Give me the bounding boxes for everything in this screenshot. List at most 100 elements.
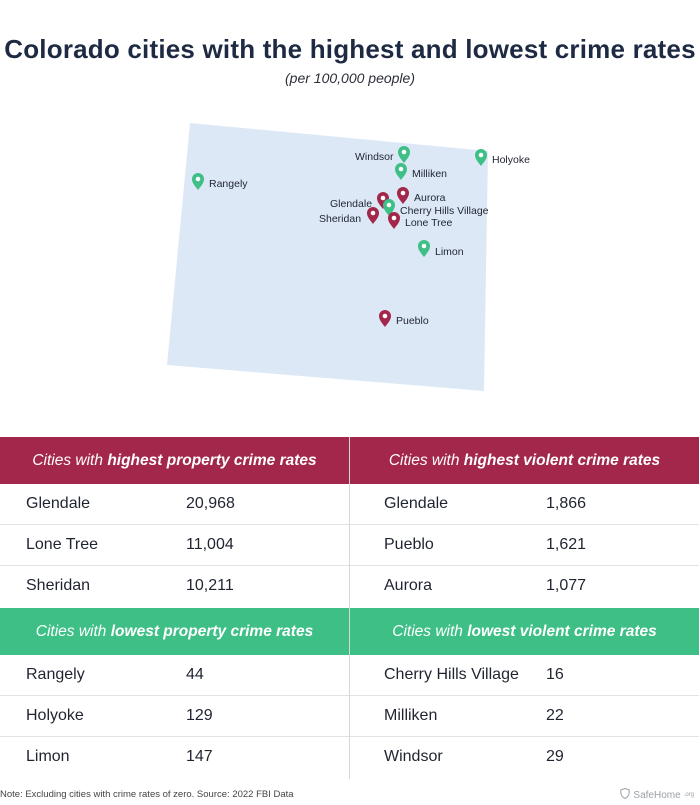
map-city-label: Holyoke xyxy=(492,154,530,166)
map-pin-dot xyxy=(391,215,397,221)
crime-rate: 20,968 xyxy=(186,495,235,512)
table-row: Glendale 1,866 xyxy=(350,484,699,525)
city-name: Sheridan xyxy=(26,577,91,594)
city-name: Glendale xyxy=(26,495,91,512)
map-pin-dot xyxy=(386,202,392,208)
city-name: Cherry Hills Village xyxy=(384,666,519,683)
brand-suffix: .org xyxy=(683,792,694,798)
city-name: Lone Tree xyxy=(26,536,99,553)
map-pin: Aurora xyxy=(397,187,446,204)
crime-rate: 22 xyxy=(546,707,564,724)
map-city-label: Milliken xyxy=(412,168,447,180)
map-pin-dot xyxy=(370,210,376,216)
table-row: Windsor 29 xyxy=(350,737,699,777)
table-row: Rangely 44 xyxy=(0,655,349,696)
map-pin-dot xyxy=(400,190,406,196)
panel-header-lowest-property: Cities with lowest property crime rates xyxy=(0,608,349,655)
brand-name: SafeHome xyxy=(633,789,681,801)
panel-header-bold: lowest violent crime rates xyxy=(467,622,657,640)
map-pin-icon xyxy=(398,146,410,163)
map-city-label: Pueblo xyxy=(396,315,429,327)
map-pin-icon xyxy=(395,163,407,180)
page-title: Colorado cities with the highest and low… xyxy=(4,34,696,64)
map-city-label: Sheridan xyxy=(319,213,361,225)
crime-rate: 29 xyxy=(546,748,564,765)
map-pin: Sheridan xyxy=(319,207,379,225)
map-city-label: Lone Tree xyxy=(405,217,452,229)
table-row: Lone Tree 11,004 xyxy=(0,525,349,566)
panel-highest-property: Cities with highest property crime rates… xyxy=(0,437,349,606)
map-pin-icon xyxy=(397,187,409,204)
panel-header-highest-property: Cities with highest property crime rates xyxy=(0,437,349,484)
map-pins: Windsor Holyoke Milliken Rangely Glendale Aur… xyxy=(192,146,530,327)
map-pin-icon xyxy=(192,173,204,190)
city-name: Windsor xyxy=(384,748,443,765)
panel-header-prefix: Cities with xyxy=(392,622,463,640)
colorado-map: Windsor Holyoke Milliken Rangely Glendale Aur… xyxy=(167,123,530,391)
crime-rate: 1,621 xyxy=(546,536,587,553)
table-row: Limon 147 xyxy=(0,737,349,777)
map-city-label: Rangely xyxy=(209,178,248,190)
map-pin: Cherry Hills Village xyxy=(383,199,489,217)
map-city-label: Limon xyxy=(435,246,464,258)
panel-header-bold: lowest property crime rates xyxy=(110,622,314,640)
map-pin-icon xyxy=(383,199,395,216)
panel-header-bold: highest property crime rates xyxy=(107,451,317,469)
brand-logo: SafeHome .org xyxy=(620,787,694,802)
map-pin: Rangely xyxy=(192,173,248,190)
panel-header-prefix: Cities with xyxy=(32,451,103,469)
crime-rate: 147 xyxy=(186,748,213,765)
table-row: Aurora 1,077 xyxy=(350,566,699,606)
map-pin-dot xyxy=(380,195,386,201)
city-name: Limon xyxy=(26,748,70,765)
map-pin: Pueblo xyxy=(379,310,429,327)
table-row: Cherry Hills Village 16 xyxy=(350,655,699,696)
map-pin-dot xyxy=(195,176,201,182)
map-pin: Holyoke xyxy=(475,149,530,166)
panel-highest-violent: Cities with highest violent crime rates … xyxy=(350,437,699,606)
crime-rate: 16 xyxy=(546,666,564,683)
map-pin-icon xyxy=(379,310,391,327)
table-row: Glendale 20,968 xyxy=(0,484,349,525)
shield-icon xyxy=(620,787,631,802)
panel-header-lowest-violent: Cities with lowest violent crime rates xyxy=(350,608,699,655)
map-pin-dot xyxy=(401,149,407,155)
map-city-label: Windsor xyxy=(355,151,394,163)
crime-rate: 44 xyxy=(186,666,204,683)
crime-rate: 11,004 xyxy=(186,536,234,553)
page-subtitle: (per 100,000 people) xyxy=(285,70,415,86)
city-name: Aurora xyxy=(384,577,433,594)
map-pin: Glendale xyxy=(330,192,389,210)
map-pin-icon xyxy=(475,149,487,166)
map-city-label: Glendale xyxy=(330,198,372,210)
map-city-label: Cherry Hills Village xyxy=(400,205,489,217)
city-name: Rangely xyxy=(26,666,85,683)
map-pin: Milliken xyxy=(395,163,447,180)
footnote: Note: Excluding cities with crime rates … xyxy=(0,789,294,800)
map-pin-dot xyxy=(398,166,404,172)
table-row: Sheridan 10,211 xyxy=(0,566,349,606)
map-pin-icon xyxy=(418,240,430,257)
city-name: Pueblo xyxy=(384,536,434,553)
table-row: Holyoke 129 xyxy=(0,696,349,737)
city-name: Milliken xyxy=(384,707,438,724)
crime-rate: 1,077 xyxy=(546,577,587,594)
city-name: Holyoke xyxy=(26,707,84,724)
panel-header-prefix: Cities with xyxy=(388,451,460,469)
city-name: Glendale xyxy=(384,495,449,512)
table-row: Milliken 22 xyxy=(350,696,699,737)
panel-lowest-property: Cities with lowest property crime rates … xyxy=(0,608,349,777)
crime-rate: 129 xyxy=(186,707,213,724)
crime-rate: 10,211 xyxy=(186,577,234,594)
column-divider xyxy=(349,437,350,779)
crime-rate: 1,866 xyxy=(546,495,587,512)
map-pin-dot xyxy=(421,243,427,249)
table-row: Pueblo 1,621 xyxy=(350,525,699,566)
map-pin-dot xyxy=(478,152,484,158)
map-pin: Limon xyxy=(418,240,464,258)
map-pin-icon xyxy=(367,207,379,224)
map-pin-dot xyxy=(382,313,388,319)
map-pin-icon xyxy=(388,212,400,229)
panel-header-bold: highest violent crime rates xyxy=(463,451,661,469)
panel-lowest-violent: Cities with lowest violent crime rates C… xyxy=(350,608,699,777)
